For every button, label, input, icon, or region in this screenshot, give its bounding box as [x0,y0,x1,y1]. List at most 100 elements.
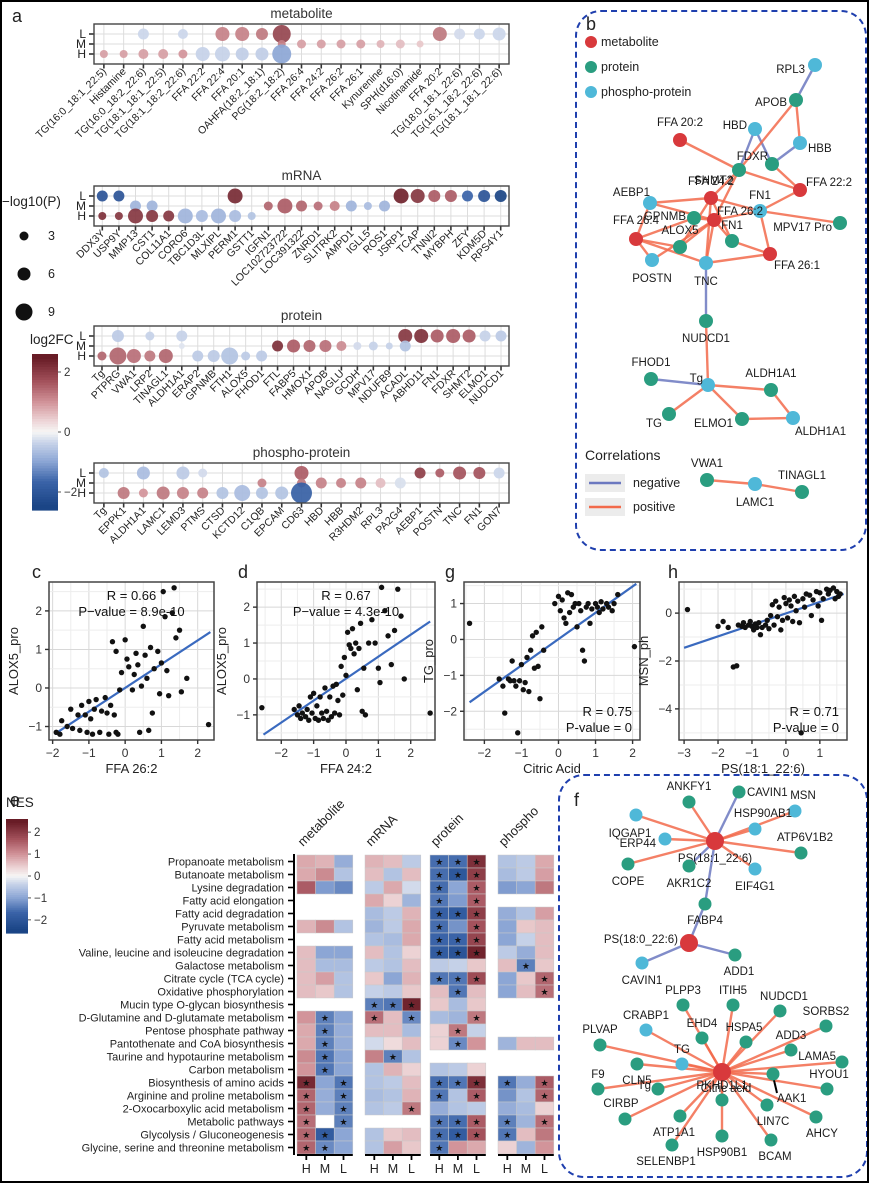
y-tick-label: −2 [443,704,457,718]
pathway-label: Butanoate metabolism [175,869,284,881]
data-point [359,708,365,714]
plot-border [93,462,510,504]
data-point [151,666,157,672]
heatmap-cell [534,880,555,895]
heatmap-cell [383,1140,403,1155]
node-ffa-26-1 [763,247,777,261]
dot [126,349,141,363]
colorbar-step [6,931,28,934]
pathway-label: Glycine, serine and threonine metabolism [82,1142,284,1154]
legend-corr-label: positive [633,500,675,514]
colorbar-step [32,413,58,417]
colorbar-step [32,421,58,425]
heatmap-cell [364,1036,384,1051]
colorbar-step [32,369,58,373]
data-point [581,658,588,664]
pathway-label: D-Glutamine and D-glutamate metabolism [79,1012,284,1024]
colorbar-step [6,883,28,887]
data-point [808,612,815,619]
heatmap-cell [448,1140,468,1155]
significance-star: ★ [454,935,462,945]
heatmap-cell [296,1010,316,1025]
node-plpp3 [676,998,690,1012]
data-point [106,731,112,737]
dot [379,200,390,212]
data-point [725,624,731,631]
node-tg [662,407,676,421]
data-point [539,624,545,630]
node-label: HSPA5 [726,1022,763,1034]
dot [355,477,367,489]
node-fhod1 [644,372,658,386]
colorbar-step [6,912,28,915]
heatmap-cell [296,1062,316,1077]
node-label: ITIH5 [719,985,747,997]
node-label: CIRBP [603,1098,638,1110]
data-point [806,592,813,598]
significance-star: ★ [454,857,462,867]
data-point [375,665,382,671]
colorbar-step [32,393,58,397]
dot [207,350,220,362]
category-label: CD63 [279,505,307,533]
node-label: TG [674,1044,690,1056]
dot [211,208,226,224]
data-point [299,710,306,716]
x-tick-label: 0 [783,746,790,760]
node-label: ELMO1 [694,418,733,430]
node-label: ATP1A1 [653,1127,695,1139]
colorbar-step [32,465,58,469]
significance-star: ★ [435,974,443,984]
heatmap-cell [383,958,403,973]
data-point [349,625,356,632]
heatmap-cell [466,958,487,973]
colorbar-step [32,426,58,430]
data-point [144,675,150,682]
nes-tick: 0 [34,871,40,883]
dot [375,478,386,488]
colorbar-step [6,851,28,854]
dot [136,466,150,480]
positive-edge [759,188,801,213]
data-point [111,712,117,718]
node-ffa-24-2 [704,191,718,205]
node-alox5 [673,240,687,254]
data-point [135,662,141,668]
data-point [88,716,94,722]
y-tick-label: 1 [35,642,42,656]
dot [353,342,362,350]
data-point [178,689,185,695]
y-tick-label: −1 [236,708,250,722]
y-tick-label: −2 [658,654,672,668]
x-axis-title: FFA 24:2 [320,761,372,776]
node-label: CRABP1 [623,1010,669,1022]
significance-star: ★ [540,1078,548,1088]
colorbar-step [6,820,28,824]
heatmap-cell [534,867,555,882]
colorbar-step [32,432,58,436]
dot [376,40,385,48]
data-point [605,604,612,610]
row-label: H [77,349,86,363]
pathway-label: Propanoate metabolism [168,856,284,868]
dot [216,487,229,499]
node-selenbp1 [665,1138,679,1152]
legend-node-protein [585,61,597,73]
heatmap-group-title: phospho [496,803,542,849]
data-point [511,678,517,684]
x-tick-label: 0 [343,746,350,760]
size-legend-value: 9 [48,305,55,319]
colorbar-step [6,927,28,930]
r-annotation: R = 0.67 [321,588,371,603]
node-plvap [593,1038,607,1052]
heatmap-cell [296,984,316,999]
data-point [391,627,398,634]
data-point [126,664,132,670]
data-point [784,615,791,621]
data-point [133,650,139,656]
node-aak1 [766,1067,780,1081]
node-label: VWA1 [691,458,723,470]
heatmap-cell [315,945,335,960]
heatmap-cell [516,1127,536,1142]
dot [215,27,230,41]
